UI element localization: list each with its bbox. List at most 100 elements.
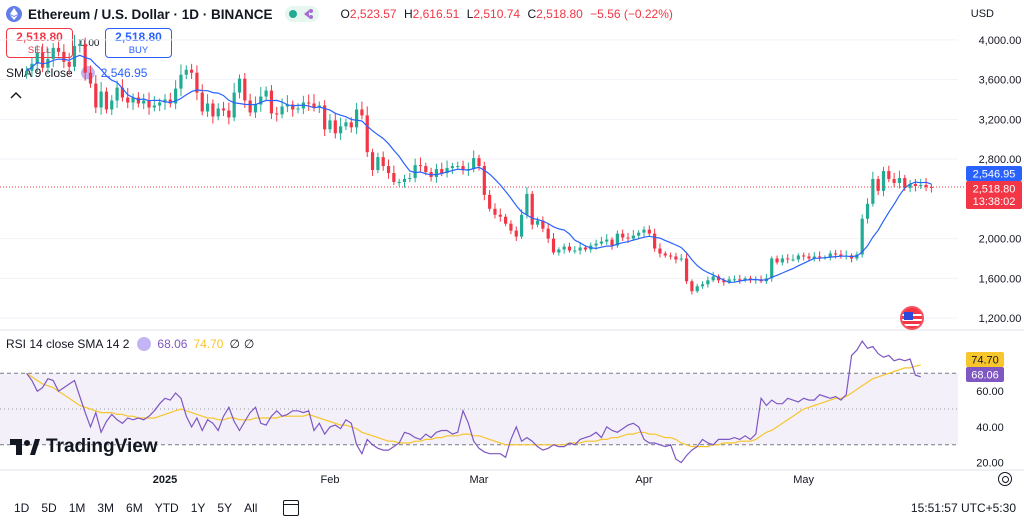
rsi-legend[interactable]: RSI 14 close SMA 14 2 68.06 74.70 ∅ ∅: [6, 337, 258, 351]
candle-body: [477, 158, 481, 167]
bottom-toolbar: 1D 5D 1M 3M 6M YTD 1Y 5Y All 15:51:57 UT…: [0, 496, 1024, 520]
candle-body: [887, 171, 891, 179]
candle-body: [605, 239, 609, 242]
candle-body: [669, 255, 673, 257]
candle-body: [647, 229, 651, 234]
candle-body: [200, 92, 204, 112]
candle-body: [727, 279, 731, 283]
ethereum-logo-icon: [6, 6, 22, 22]
rsi-tick-label: 20.00: [976, 458, 1004, 470]
candle-body: [631, 235, 635, 239]
candle-body: [546, 228, 550, 239]
candle-body: [126, 97, 130, 103]
candle-body: [445, 168, 449, 174]
range-1m-button[interactable]: 1M: [68, 501, 86, 515]
collapse-legend-icon[interactable]: [10, 88, 22, 102]
time-tick-label: Apr: [635, 474, 652, 486]
range-3m-button[interactable]: 3M: [97, 501, 115, 515]
price-tick-label: 3,200.00: [979, 114, 1022, 126]
candle-body: [860, 218, 864, 255]
candle-body: [626, 237, 630, 239]
candle-body: [557, 249, 561, 253]
candle-body: [312, 103, 316, 108]
candle-body: [493, 208, 497, 215]
candle-body: [642, 229, 646, 233]
candle-body: [376, 157, 380, 171]
bar-countdown: 13:38:02: [973, 196, 1016, 208]
price-tick-label: 2,800.00: [979, 154, 1022, 166]
candle-body: [285, 104, 289, 107]
candle-body: [599, 241, 604, 244]
spread-value: 0.00: [80, 38, 100, 49]
candle-body: [567, 246, 572, 251]
candle-body: [573, 250, 577, 252]
candle-body: [323, 105, 327, 130]
candle-body: [51, 47, 55, 59]
candle-body: [456, 166, 460, 168]
candle-body: [40, 52, 45, 68]
rsi-value-tag-text: 68.06: [971, 370, 999, 382]
currency-label[interactable]: USD: [970, 8, 994, 20]
sell-button[interactable]: 2,518.80 SELL: [6, 28, 73, 58]
candle-body: [25, 70, 29, 75]
range-1d-button[interactable]: 1D: [14, 501, 30, 515]
candle-body: [120, 87, 125, 98]
candle-body: [381, 157, 385, 167]
range-5y-button[interactable]: 5Y: [217, 501, 233, 515]
symbol-title[interactable]: Ethereum / U.S. Dollar · 1D · BINANCE: [28, 6, 273, 22]
range-5d-button[interactable]: 5D: [41, 501, 57, 515]
rsi-tick-label: 40.00: [976, 422, 1004, 434]
candle-body: [243, 78, 247, 101]
candle-body: [637, 232, 641, 236]
candle-body: [349, 122, 353, 128]
close-price-tag: [966, 181, 1022, 209]
candle-body: [525, 193, 529, 215]
range-6m-button[interactable]: 6M: [126, 501, 143, 515]
candle-body: [541, 220, 545, 229]
candle-body: [535, 220, 540, 225]
go-to-date-calendar-icon[interactable]: [283, 500, 300, 516]
candle-body: [690, 281, 694, 292]
buy-price: 2,518.80: [115, 30, 162, 44]
candle-body: [530, 193, 534, 225]
us-economic-event-flag-icon[interactable]: [900, 306, 924, 330]
market-status[interactable]: [284, 6, 319, 22]
rsi-empty-value-1: ∅: [229, 337, 240, 351]
price-chart[interactable]: 4,000.00 3,600.00 3,200.00 2,800.00 2,000.00…: [0, 0, 1024, 496]
candle-body: [237, 78, 242, 93]
candle-body: [168, 99, 172, 104]
candle-body: [253, 104, 258, 113]
candle-body: [929, 186, 933, 188]
range-ytd-button[interactable]: YTD: [154, 501, 179, 515]
candle-body: [35, 52, 39, 64]
candle-body: [924, 184, 928, 187]
tradingview-logo[interactable]: TradingView: [10, 436, 158, 458]
candle-body: [99, 91, 103, 108]
candle-body: [205, 103, 210, 112]
candle-body: [812, 256, 816, 259]
range-1y-button[interactable]: 1Y: [190, 501, 206, 515]
candle-body: [738, 279, 742, 281]
candle-body: [190, 69, 194, 73]
candle-body: [408, 177, 412, 179]
candle-body: [695, 286, 699, 292]
rsi-value: 68.06: [157, 337, 188, 351]
candle-body: [434, 169, 439, 178]
candle-body: [264, 90, 268, 97]
utc-clock[interactable]: 15:51:57 UTC+5:30: [910, 501, 1016, 515]
candle-body: [653, 233, 657, 249]
candle-body: [131, 97, 135, 103]
candle-body: [615, 233, 619, 246]
candle-body: [743, 278, 747, 281]
candle-body: [88, 72, 93, 84]
rsi-band: [0, 373, 958, 445]
range-all-button[interactable]: All: [244, 501, 258, 515]
candle-body: [56, 47, 61, 52]
settings-gear-icon[interactable]: [998, 472, 1012, 486]
candle-body: [716, 276, 721, 281]
rsi-settings-icon[interactable]: [137, 337, 152, 351]
buy-button[interactable]: 2,518.80 BUY: [105, 28, 172, 58]
rsi-line: [26, 340, 921, 464]
candle-body: [354, 109, 359, 128]
rsi-sma-line: [26, 364, 921, 448]
